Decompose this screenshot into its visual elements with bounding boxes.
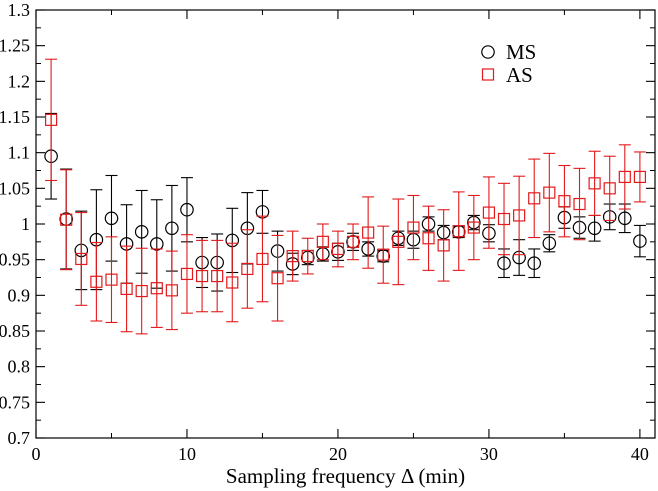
x-tick-label: 10 <box>178 444 196 464</box>
x-tick-label: 20 <box>329 444 347 464</box>
legend-label-ms: MS <box>506 40 536 64</box>
ms-data-point <box>497 256 511 271</box>
as-data-point <box>301 250 314 263</box>
x-tick-label: 40 <box>631 444 649 464</box>
as-data-point <box>75 252 88 266</box>
y-tick-label: 0.8 <box>8 357 31 377</box>
y-tick-label: 0.95 <box>0 250 30 270</box>
as-data-point <box>407 221 420 234</box>
y-tick-label: 1.2 <box>8 71 31 91</box>
ms-data-point <box>618 211 632 226</box>
y-tick-label: 0.85 <box>0 321 30 341</box>
as-data-point <box>437 239 450 252</box>
legend-marker-as <box>481 68 495 81</box>
as-data-point <box>90 275 103 288</box>
as-data-point <box>44 113 58 126</box>
y-tick-label: 1 <box>21 214 30 234</box>
ms-data-point <box>527 256 542 271</box>
legend: MS AS <box>481 40 536 87</box>
as-data-point <box>105 273 118 286</box>
as-data-point <box>165 284 178 297</box>
as-data-point <box>120 282 133 296</box>
as-data-point <box>346 235 360 248</box>
y-tick-label: 0.9 <box>8 285 31 305</box>
ms-data-point <box>180 202 194 217</box>
as-data-point <box>573 197 586 211</box>
ms-data-point <box>134 225 149 239</box>
as-data-point <box>362 226 375 239</box>
as-error-bars <box>45 58 646 335</box>
as-data-point <box>528 192 541 205</box>
legend-marker-ms <box>481 45 495 59</box>
as-data-point <box>135 284 148 298</box>
ms-data-point <box>165 221 179 236</box>
y-tick-label: 1.3 <box>8 0 31 20</box>
ms-data-point <box>633 234 647 248</box>
as-data-point <box>286 250 299 263</box>
as-data-point <box>60 213 73 226</box>
ms-data-point <box>587 221 602 236</box>
y-tick-label: 1.1 <box>8 143 31 163</box>
as-data-point <box>226 276 239 289</box>
y-tick-label: 0.75 <box>0 392 30 412</box>
as-data-point <box>588 177 601 190</box>
as-data-point <box>618 170 631 184</box>
x-axis-label: Sampling frequency Δ (min) <box>226 464 465 488</box>
as-data-point <box>256 252 269 266</box>
as-data-point <box>211 269 224 283</box>
as-data-point <box>271 272 284 285</box>
as-data-point <box>241 262 254 276</box>
as-data-point <box>558 195 571 208</box>
x-tick-label: 30 <box>480 444 498 464</box>
y-tick-label: 1.25 <box>0 36 30 56</box>
as-data-point <box>513 209 526 222</box>
legend-label-as: AS <box>506 63 533 87</box>
as-data-point <box>422 232 435 245</box>
ms-data-point <box>542 236 557 251</box>
as-data-point <box>377 248 390 261</box>
y-tick-label: 1.15 <box>0 107 30 127</box>
as-data-point <box>195 269 209 283</box>
as-data-point <box>467 221 480 234</box>
as-data-point <box>482 206 496 219</box>
y-tick-label: 0.7 <box>8 428 31 448</box>
as-series-markers <box>44 113 647 298</box>
as-data-point <box>392 235 405 248</box>
ms-data-point <box>104 211 119 226</box>
y-axis-ticks: 0.7 0.75 0.8 0.85 0.9 0.95 1 1.05 1.1 1.15 1.2 1.25… <box>0 0 655 448</box>
as-data-point <box>633 170 647 184</box>
as-data-point <box>497 212 511 226</box>
as-data-point <box>603 182 616 195</box>
as-data-point <box>180 267 194 281</box>
as-data-point <box>150 282 163 295</box>
as-data-point <box>543 186 556 199</box>
y-tick-label: 1.05 <box>0 178 30 198</box>
as-data-point <box>452 225 465 238</box>
as-data-point <box>316 235 329 248</box>
plot-frame <box>35 9 656 439</box>
x-tick-label: 0 <box>32 444 41 464</box>
as-data-point <box>331 242 345 256</box>
